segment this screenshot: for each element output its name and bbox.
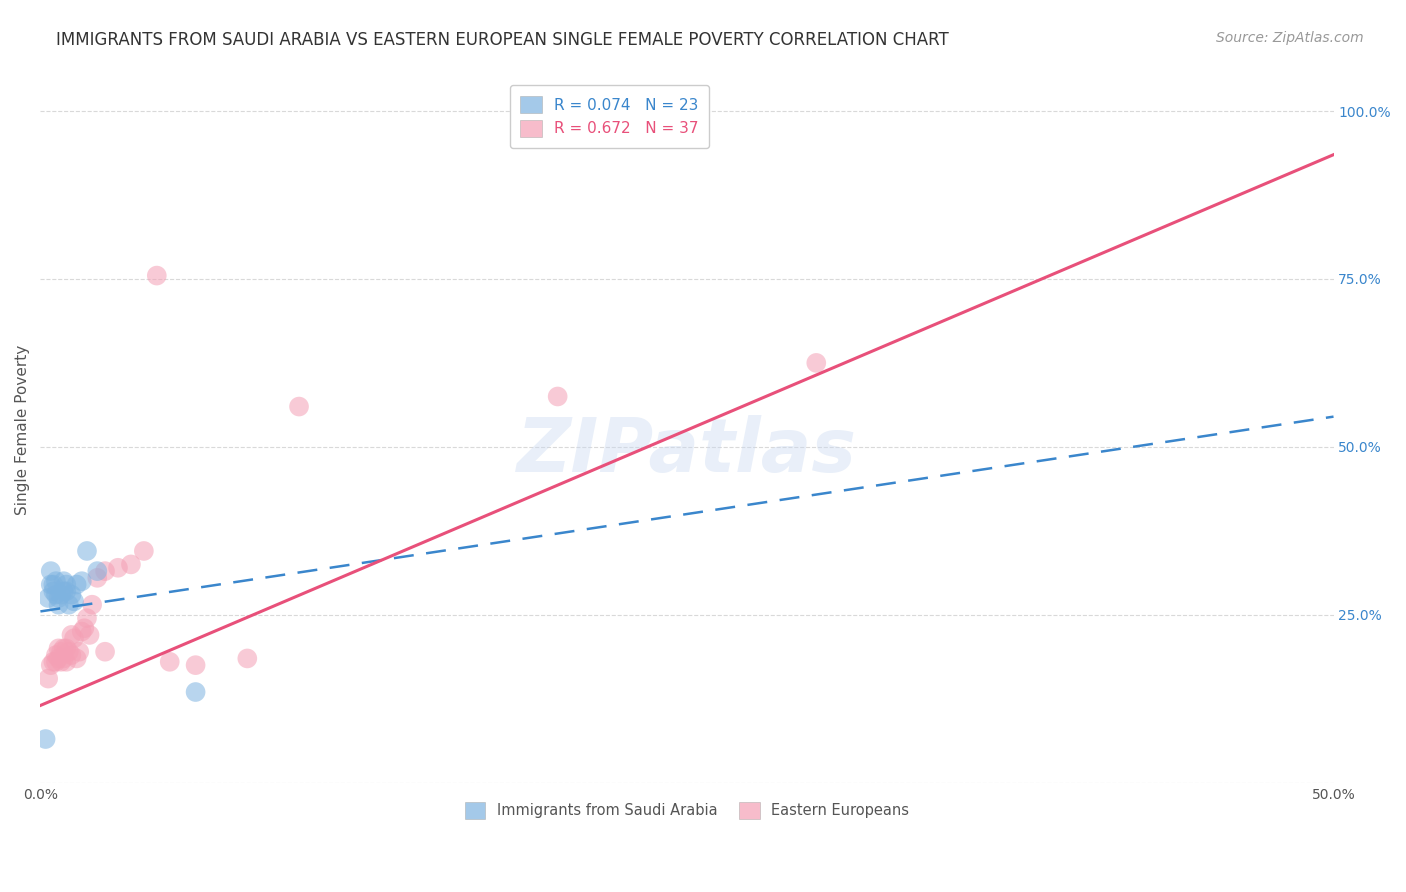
Text: ZIPatlas: ZIPatlas — [517, 415, 858, 488]
Point — [55, 577, 77, 591]
Point — [48, 651, 70, 665]
Point — [288, 400, 311, 414]
Point — [42, 655, 65, 669]
Point — [52, 651, 75, 665]
Point — [52, 584, 75, 599]
Point — [63, 594, 86, 608]
Point — [73, 621, 96, 635]
Point — [60, 628, 83, 642]
Point — [79, 628, 101, 642]
Point — [55, 641, 77, 656]
Point — [65, 651, 87, 665]
Point — [107, 561, 129, 575]
Y-axis label: Single Female Poverty: Single Female Poverty — [15, 345, 30, 516]
Point — [48, 591, 70, 605]
Point — [55, 655, 77, 669]
Point — [76, 544, 98, 558]
Legend: Immigrants from Saudi Arabia, Eastern Europeans: Immigrants from Saudi Arabia, Eastern Eu… — [458, 797, 915, 825]
Point — [806, 356, 828, 370]
Point — [52, 574, 75, 589]
Point — [42, 577, 65, 591]
Point — [86, 571, 108, 585]
Point — [55, 584, 77, 599]
Point — [45, 574, 67, 589]
Text: Source: ZipAtlas.com: Source: ZipAtlas.com — [1216, 31, 1364, 45]
Point — [184, 658, 207, 673]
Point — [184, 685, 207, 699]
Point — [67, 645, 90, 659]
Point — [547, 389, 569, 403]
Point — [49, 588, 72, 602]
Point — [76, 611, 98, 625]
Point — [34, 732, 56, 747]
Point — [159, 655, 181, 669]
Point — [58, 645, 80, 659]
Point — [52, 641, 75, 656]
Point — [45, 648, 67, 662]
Point — [60, 588, 83, 602]
Point — [37, 591, 59, 605]
Text: IMMIGRANTS FROM SAUDI ARABIA VS EASTERN EUROPEAN SINGLE FEMALE POVERTY CORRELATI: IMMIGRANTS FROM SAUDI ARABIA VS EASTERN … — [56, 31, 949, 49]
Point — [120, 558, 142, 572]
Point — [94, 564, 117, 578]
Point — [82, 598, 104, 612]
Point — [63, 632, 86, 646]
Point — [70, 624, 93, 639]
Point — [48, 641, 70, 656]
Point — [39, 658, 62, 673]
Point — [94, 645, 117, 659]
Point — [86, 564, 108, 578]
Point — [42, 584, 65, 599]
Point — [37, 672, 59, 686]
Point — [236, 651, 259, 665]
Point — [65, 577, 87, 591]
Point — [45, 655, 67, 669]
Point — [70, 574, 93, 589]
Point — [146, 268, 169, 283]
Point — [39, 564, 62, 578]
Point — [45, 588, 67, 602]
Point — [60, 648, 83, 662]
Point — [48, 598, 70, 612]
Point — [49, 645, 72, 659]
Point — [58, 598, 80, 612]
Point — [132, 544, 155, 558]
Point — [49, 655, 72, 669]
Point — [39, 577, 62, 591]
